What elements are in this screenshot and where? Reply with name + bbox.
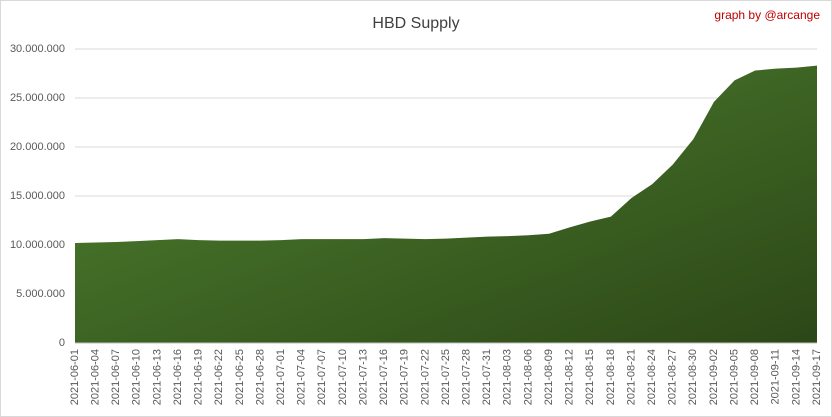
x-tick-label: 2021-07-16: [378, 349, 390, 405]
x-tick-label: 2021-06-07: [110, 349, 122, 405]
x-tick-label: 2021-09-17: [811, 349, 823, 405]
x-tick-label: 2021-08-09: [543, 349, 555, 405]
annotation: graph by @arcange: [714, 8, 820, 22]
x-tick-label: 2021-06-25: [234, 349, 246, 405]
y-tick-label: 0: [59, 337, 65, 349]
x-tick-label: 2021-08-21: [625, 349, 637, 405]
x-tick-label: 2021-07-31: [481, 349, 493, 405]
x-tick-label: 2021-09-08: [749, 349, 761, 405]
x-tick-label: 2021-08-30: [687, 349, 699, 405]
x-tick-label: 2021-08-18: [605, 349, 617, 405]
x-tick-label: 2021-09-11: [770, 349, 782, 404]
x-tick-label: 2021-06-19: [193, 349, 205, 405]
chart-title: HBD Supply: [372, 15, 459, 32]
area: [75, 65, 817, 343]
x-tick-label: 2021-09-14: [790, 349, 802, 405]
x-tick-label: 2021-08-06: [522, 349, 534, 405]
y-tick-label: 10.000.000: [10, 239, 65, 251]
x-tick-label: 2021-07-07: [316, 349, 328, 405]
x-tick-label: 2021-08-03: [502, 349, 514, 405]
x-tick-label: 2021-08-24: [646, 349, 658, 405]
x-tick-label: 2021-07-04: [296, 349, 308, 405]
x-tick-label: 2021-07-13: [357, 349, 369, 405]
y-tick-label: 30.000.000: [10, 43, 65, 55]
y-tick-label: 25.000.000: [10, 92, 65, 104]
x-tick-label: 2021-08-15: [584, 349, 596, 405]
x-tick-label: 2021-07-28: [461, 349, 473, 405]
x-tick-label: 2021-06-28: [254, 349, 266, 405]
x-tick-label: 2021-06-10: [131, 349, 143, 405]
x-tick-label: 2021-08-27: [667, 349, 679, 405]
y-tick-label: 20.000.000: [10, 141, 65, 153]
x-tick-label: 2021-07-01: [275, 349, 287, 405]
x-tick-label: 2021-06-01: [69, 349, 81, 405]
x-tick-label: 2021-07-10: [337, 349, 349, 405]
x-tick-label: 2021-07-19: [399, 349, 411, 405]
x-tick-label: 2021-07-25: [440, 349, 452, 405]
x-tick-label: 2021-09-02: [708, 349, 720, 405]
y-tick-label: 15.000.000: [10, 190, 65, 202]
x-tick-label: 2021-07-22: [419, 349, 431, 405]
x-tick-label: 2021-08-12: [564, 349, 576, 405]
x-tick-label: 2021-06-22: [213, 349, 225, 405]
x-tick-label: 2021-06-13: [151, 349, 163, 405]
x-tick-label: 2021-06-04: [90, 349, 102, 405]
x-tick-label: 2021-09-05: [728, 349, 740, 405]
y-tick-label: 5.000.000: [16, 288, 65, 300]
x-tick-label: 2021-06-16: [172, 349, 184, 405]
